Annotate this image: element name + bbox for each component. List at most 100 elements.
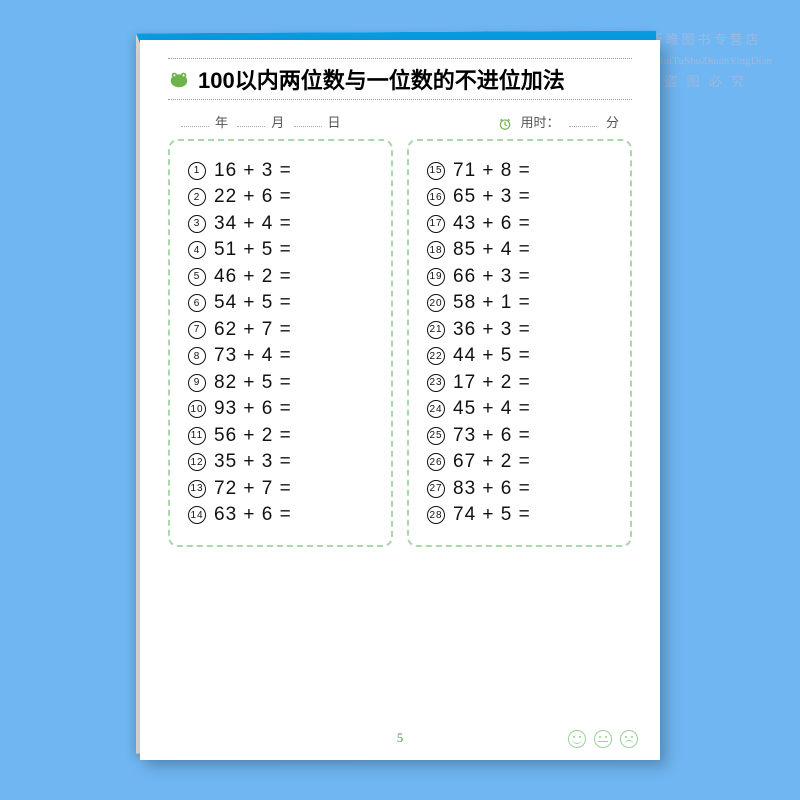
- face-sad-icon: [620, 730, 638, 748]
- problem-row: 6 54 + 5 =: [188, 292, 381, 314]
- problem-row: 20 58 + 1 =: [427, 292, 620, 314]
- problem-row: 26 67 + 2 =: [427, 451, 620, 473]
- problem-expression: 85 + 4 =: [453, 239, 531, 261]
- problem-expression: 58 + 1 =: [453, 292, 531, 314]
- problem-number: 23: [427, 374, 445, 392]
- problem-expression: 45 + 4 =: [453, 398, 531, 420]
- problem-expression: 46 + 2 =: [214, 266, 292, 288]
- problem-number: 3: [188, 215, 206, 233]
- problem-row: 2136 + 3 =: [427, 319, 620, 341]
- time-suffix: 分: [606, 115, 619, 130]
- problem-row: 8 73 + 4 =: [188, 345, 381, 367]
- problem-expression: 74 + 5 =: [453, 504, 531, 526]
- problem-row: 12 35 + 3 =: [188, 451, 381, 473]
- right-column: 15 71 + 8 = 1665 + 3 = 1743 + 6 = 1885 + 4 =…: [407, 139, 632, 547]
- problem-number: 9: [188, 374, 206, 392]
- problem-number: 24: [427, 400, 445, 418]
- frog-icon: [168, 68, 190, 90]
- problem-number: 11: [188, 427, 206, 445]
- worksheet-title: 100以内两位数与一位数的不进位加法: [198, 63, 565, 95]
- problem-number: 1: [188, 162, 206, 180]
- problem-row: 1093 + 6 =: [188, 398, 381, 420]
- problem-number: 13: [188, 480, 206, 498]
- problem-number: 21: [427, 321, 445, 339]
- problem-number: 14: [188, 506, 206, 524]
- workbook: 100以内两位数与一位数的不进位加法 年 月 日 用时： 分 1 16 + 3 =…: [140, 40, 660, 760]
- problem-row: 5 46 + 2 =: [188, 266, 381, 288]
- problem-row: 1743 + 6 =: [427, 213, 620, 235]
- left-column: 1 16 + 3 = 2 22 + 6 = 3 34 + 4 = 4 51 + 5 = 5 46 …: [168, 139, 393, 547]
- problem-number: 19: [427, 268, 445, 286]
- problem-row: 24 45 + 4 =: [427, 398, 620, 420]
- problem-row: 1 16 + 3 =: [188, 160, 381, 182]
- face-happy-icon: [568, 730, 586, 748]
- date-field: 年 月 日: [178, 112, 344, 131]
- problem-number: 6: [188, 294, 206, 312]
- problem-number: 8: [188, 347, 206, 365]
- problem-expression: 62 + 7 =: [214, 319, 292, 341]
- problem-expression: 73 + 4 =: [214, 345, 292, 367]
- problem-number: 17: [427, 215, 445, 233]
- time-prefix: 用时：: [520, 115, 559, 130]
- problem-number: 25: [427, 427, 445, 445]
- problem-row: 1885 + 4 =: [427, 239, 620, 261]
- problem-number: 15: [427, 162, 445, 180]
- problem-expression: 65 + 3 =: [453, 186, 531, 208]
- problem-expression: 22 + 6 =: [214, 186, 292, 208]
- face-neutral-icon: [594, 730, 612, 748]
- problem-number: 22: [427, 347, 445, 365]
- problem-row: 27 83 + 6 =: [427, 478, 620, 500]
- problem-expression: 83 + 6 =: [453, 478, 531, 500]
- problem-row: 1665 + 3 =: [427, 186, 620, 208]
- problem-number: 5: [188, 268, 206, 286]
- problem-expression: 73 + 6 =: [453, 425, 531, 447]
- problem-row: 25 73 + 6 =: [427, 425, 620, 447]
- problem-number: 20: [427, 294, 445, 312]
- problem-number: 28: [427, 506, 445, 524]
- worksheet-page: 100以内两位数与一位数的不进位加法 年 月 日 用时： 分 1 16 + 3 =…: [140, 40, 660, 760]
- problem-row: 15 71 + 8 =: [427, 160, 620, 182]
- problem-row: 4 51 + 5 =: [188, 239, 381, 261]
- day-label: 日: [328, 115, 341, 130]
- time-field: 用时： 分: [498, 112, 622, 131]
- problem-number: 12: [188, 453, 206, 471]
- problem-expression: 54 + 5 =: [214, 292, 292, 314]
- problem-expression: 34 + 4 =: [214, 213, 292, 235]
- problem-expression: 93 + 6 =: [214, 398, 292, 420]
- problem-expression: 71 + 8 =: [453, 160, 531, 182]
- problem-expression: 63 + 6 =: [214, 504, 292, 526]
- problem-row: 11 56 + 2 =: [188, 425, 381, 447]
- problem-number: 26: [427, 453, 445, 471]
- problem-expression: 66 + 3 =: [453, 266, 531, 288]
- problem-expression: 56 + 2 =: [214, 425, 292, 447]
- problem-expression: 16 + 3 =: [214, 160, 292, 182]
- problem-expression: 35 + 3 =: [214, 451, 292, 473]
- problem-row: 14 63 + 6 =: [188, 504, 381, 526]
- problem-row: 28 74 + 5 =: [427, 504, 620, 526]
- meta-row: 年 月 日 用时： 分: [178, 112, 622, 131]
- problem-expression: 67 + 2 =: [453, 451, 531, 473]
- problem-expression: 82 + 5 =: [214, 372, 292, 394]
- problem-row: 19 66 + 3 =: [427, 266, 620, 288]
- problem-number: 7: [188, 321, 206, 339]
- problem-expression: 72 + 7 =: [214, 478, 292, 500]
- clock-icon: [498, 117, 512, 131]
- problem-expression: 51 + 5 =: [214, 239, 292, 261]
- problem-row: 22 44 + 5 =: [427, 345, 620, 367]
- problem-number: 2: [188, 188, 206, 206]
- problem-row: 23 17 + 2 =: [427, 372, 620, 394]
- problem-row: 9 82 + 5 =: [188, 372, 381, 394]
- problem-row: 13 72 + 7 =: [188, 478, 381, 500]
- problem-number: 27: [427, 480, 445, 498]
- problem-expression: 44 + 5 =: [453, 345, 531, 367]
- problem-expression: 17 + 2 =: [453, 372, 531, 394]
- title-row: 100以内两位数与一位数的不进位加法: [168, 58, 632, 100]
- month-label: 月: [271, 115, 284, 130]
- problem-row: 7 62 + 7 =: [188, 319, 381, 341]
- problem-row: 3 34 + 4 =: [188, 213, 381, 235]
- problem-row: 2 22 + 6 =: [188, 186, 381, 208]
- problem-columns: 1 16 + 3 = 2 22 + 6 = 3 34 + 4 = 4 51 + 5 = 5 46 …: [168, 139, 632, 547]
- rating-faces: [568, 730, 638, 748]
- year-label: 年: [215, 115, 228, 130]
- problem-number: 4: [188, 241, 206, 259]
